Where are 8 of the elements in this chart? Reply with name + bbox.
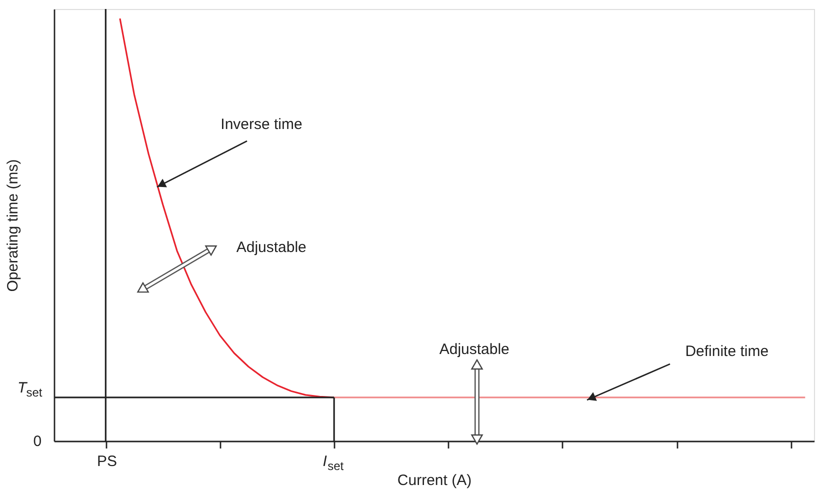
text: 0 <box>33 433 42 450</box>
annotation: Adjustable <box>439 341 510 358</box>
x-tick-label: PS <box>96 453 117 470</box>
annotation: Adjustable <box>236 239 306 256</box>
x-axis-title: Current (A) <box>397 472 472 490</box>
y-axis-title: Operating time (ms) <box>4 159 22 292</box>
annotation: Definite time <box>685 343 769 360</box>
annotation: Inverse time <box>220 116 302 133</box>
